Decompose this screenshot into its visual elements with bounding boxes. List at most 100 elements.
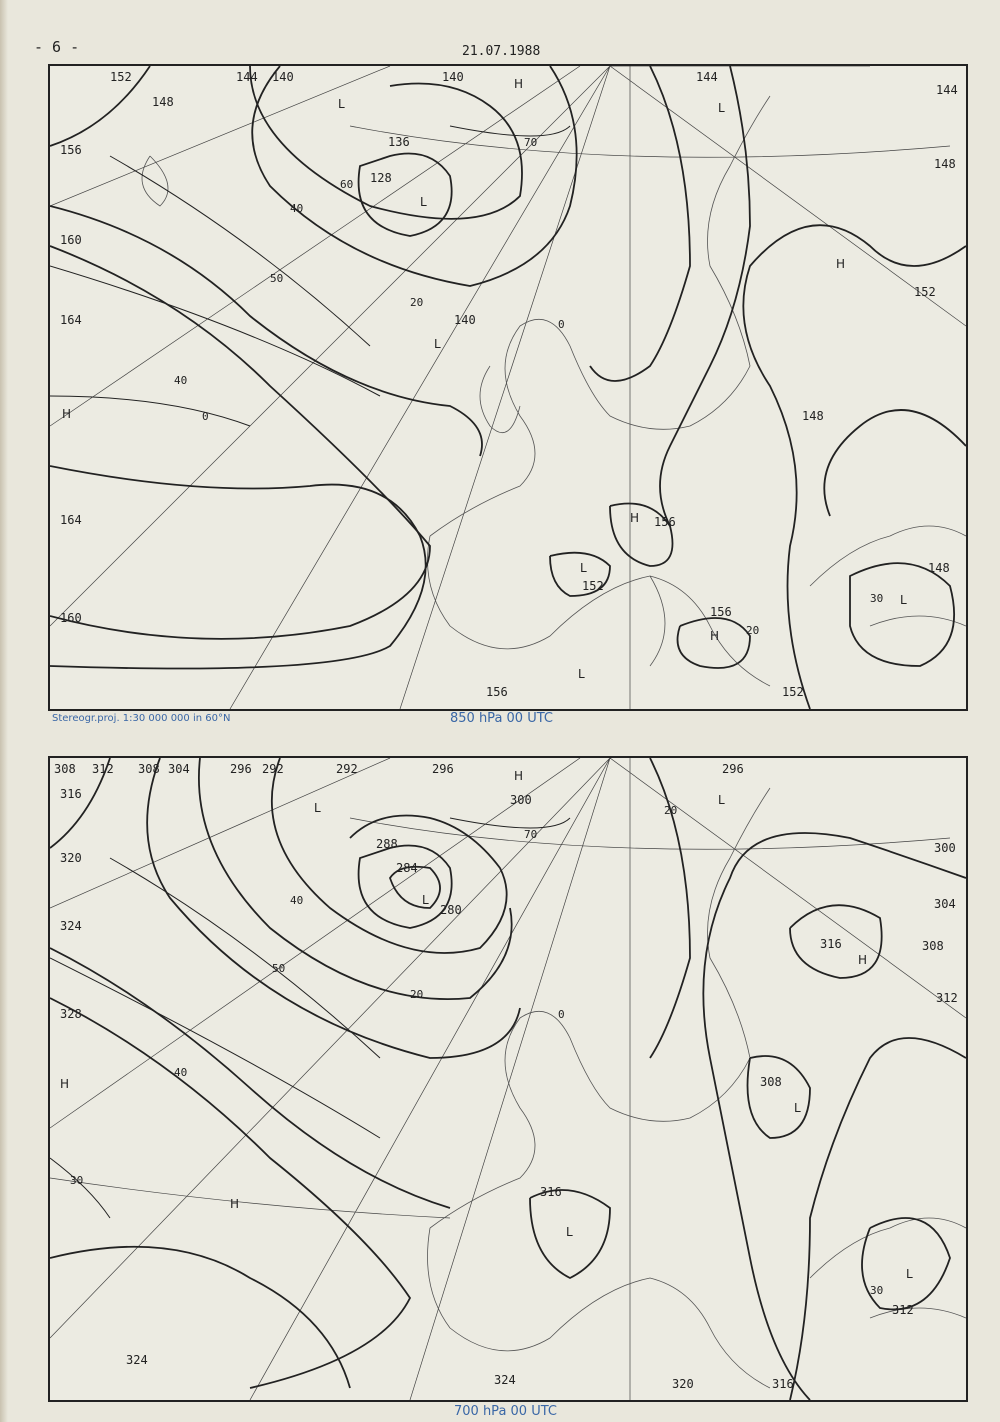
contour-label: 152: [914, 285, 936, 299]
isotach-label: 0: [558, 1008, 565, 1021]
contour-label: 148: [152, 95, 174, 109]
contour-label: 160: [60, 233, 82, 247]
graticule: [50, 66, 966, 709]
chart-date: 21.07.1988: [462, 44, 541, 59]
contour-label: 312: [892, 1303, 914, 1317]
contour-label: 312: [936, 991, 958, 1005]
high-center: H: [230, 1197, 239, 1211]
isotach-label: 30: [870, 1284, 883, 1297]
contour-label: 152: [582, 579, 604, 593]
pressure-centers: L L L H H H L H L L H L: [62, 77, 907, 681]
isotach-label: 40: [290, 894, 303, 907]
low-center: L: [718, 101, 725, 115]
isotach-label: 20: [410, 988, 423, 1001]
isotach-label: 30: [870, 592, 883, 605]
contour-label: 300: [510, 793, 532, 807]
contour-label: 164: [60, 513, 82, 527]
high-center: H: [514, 769, 523, 783]
contour-label: 324: [126, 1353, 148, 1367]
low-center: L: [420, 195, 427, 209]
low-center: L: [338, 97, 345, 111]
contour-label: 316: [540, 1185, 562, 1199]
contour-label: 296: [230, 762, 252, 776]
contour-label: 324: [60, 919, 82, 933]
contour-label: 320: [60, 851, 82, 865]
height-labels: 312 308 304 296 292 292 296 300 296 316 …: [54, 762, 958, 1391]
high-center: H: [836, 257, 845, 271]
contour-label: 328: [60, 1007, 82, 1021]
contour-label: 160: [60, 611, 82, 625]
low-center: L: [794, 1101, 801, 1115]
high-center: H: [60, 1077, 69, 1091]
map-850hpa: 152 144 140 140 144 144 148 136 128 156 …: [48, 64, 968, 711]
height-labels: 152 144 140 140 144 144 148 136 128 156 …: [60, 70, 958, 699]
contour-label: 148: [928, 561, 950, 575]
contour-label: 320: [672, 1377, 694, 1391]
contour-label: 308: [922, 939, 944, 953]
contour-label: 284: [396, 861, 418, 875]
contour-label: 156: [60, 143, 82, 157]
isotach-label: 50: [270, 272, 283, 285]
contour-label: 308: [54, 762, 76, 776]
high-center: H: [710, 629, 719, 643]
contour-label: 152: [110, 70, 132, 84]
isotach-labels: 60 40 50 20 40 0 70 0 20 30: [174, 136, 883, 637]
isotach-label: 0: [202, 410, 209, 423]
contour-label: 280: [440, 903, 462, 917]
isotach-label: 30: [70, 1174, 83, 1187]
contour-label: 288: [376, 837, 398, 851]
contour-label: 304: [168, 762, 190, 776]
pressure-centers: L L H H L L L H H L: [60, 769, 913, 1281]
isotach-label: 60: [340, 178, 353, 191]
low-center: L: [314, 801, 321, 815]
isotachs: [50, 125, 571, 427]
page-number: - 6 -: [34, 38, 80, 56]
contour-label: 296: [432, 762, 454, 776]
map-850-caption: 850 hPa 00 UTC: [450, 711, 553, 726]
contour-label: 292: [262, 762, 284, 776]
high-center: H: [630, 511, 639, 525]
isotach-label: 20: [664, 804, 677, 817]
contour-label: 324: [494, 1373, 516, 1387]
contour-label: 304: [934, 897, 956, 911]
contour-label: 136: [388, 135, 410, 149]
isotachs: [50, 817, 571, 1219]
contour-label: 156: [486, 685, 508, 699]
contour-label: 156: [710, 605, 732, 619]
low-center: L: [566, 1225, 573, 1239]
contour-label: 156: [654, 515, 676, 529]
contour-label: 140: [272, 70, 294, 84]
isotach-label: 70: [524, 136, 537, 149]
graticule: [50, 758, 966, 1400]
isotach-label: 40: [174, 1066, 187, 1079]
low-center: L: [434, 337, 441, 351]
coastlines: [141, 95, 966, 687]
isotach-label: 40: [290, 202, 303, 215]
low-center: L: [422, 893, 429, 907]
high-center: H: [514, 77, 523, 91]
low-center: L: [718, 793, 725, 807]
high-center: H: [858, 953, 867, 967]
map-700hpa: 312 308 304 296 292 292 296 300 296 316 …: [48, 756, 968, 1402]
contour-label: 140: [442, 70, 464, 84]
contour-label: 144: [936, 83, 958, 97]
map-700-caption: 700 hPa 00 UTC: [454, 1404, 557, 1419]
low-center: L: [906, 1267, 913, 1281]
contour-label: 312: [92, 762, 114, 776]
contour-label: 140: [454, 313, 476, 327]
contour-label: 128: [370, 171, 392, 185]
isotach-labels: 40 50 20 40 70 0 30 30 20: [70, 804, 883, 1297]
low-center: L: [578, 667, 585, 681]
contour-label: 292: [336, 762, 358, 776]
low-center: L: [580, 561, 587, 575]
contour-label: 144: [696, 70, 718, 84]
contour-label: 144: [236, 70, 258, 84]
contour-label: 164: [60, 313, 82, 327]
isotach-label: 40: [174, 374, 187, 387]
height-contours: [50, 758, 966, 1400]
contour-label: 300: [934, 841, 956, 855]
isotach-label: 50: [272, 962, 285, 975]
projection-note: Stereogr.proj. 1:30 000 000 in 60°N: [52, 713, 231, 724]
height-contours: [50, 66, 966, 709]
coastlines: [427, 787, 966, 1389]
